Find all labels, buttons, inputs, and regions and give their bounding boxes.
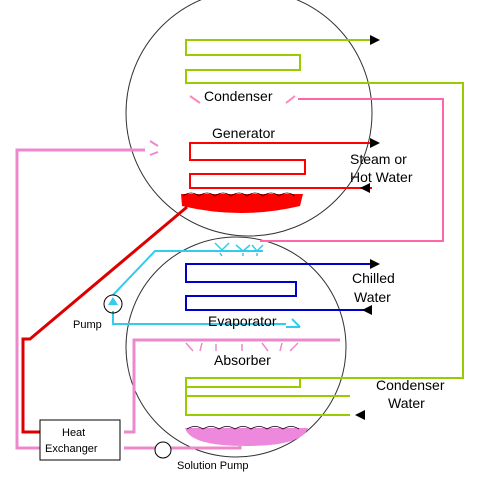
generator-solution-pool [181, 194, 303, 213]
weak-solution-line [15, 148, 145, 450]
refrigerant-return [112, 311, 286, 325]
absorber-coil-inner [186, 378, 301, 388]
upper-shell [125, 0, 373, 237]
evaporator-drip [286, 318, 301, 328]
refrigerant-to-evaporator [260, 98, 444, 242]
hot-water-label: Hot Water [350, 169, 413, 185]
evaporator-spray [214, 242, 264, 257]
condenser-water-in-arrow [355, 410, 365, 420]
condenser-label: Condenser [204, 88, 273, 104]
steam-out-arrow [370, 138, 380, 148]
solution-pump-label: Solution Pump [177, 460, 249, 472]
condenser-water-out-arrow [370, 35, 380, 45]
refrigerant-pump [103, 294, 123, 314]
chilled-water-out-arrow [370, 259, 380, 269]
generator-steam-coil [189, 142, 372, 189]
refrigerant-liquid-loop [112, 250, 263, 296]
solution-pump-line [124, 446, 242, 450]
condenser-water-label-2: Water [388, 395, 425, 411]
steam-label: Steam or [350, 151, 407, 167]
solution-pump [154, 441, 172, 459]
heat-exchanger [39, 419, 121, 461]
generator-surface [182, 192, 296, 197]
chilled-water-label: Water [354, 289, 391, 305]
evaporator-label: Evaporator [208, 313, 277, 329]
pump-label: Pump [73, 319, 102, 331]
absorber-label: Absorber [214, 352, 271, 368]
pump-arrow-up [108, 297, 118, 305]
lower-shell [125, 236, 347, 458]
absorber-surface [186, 426, 300, 430]
absorber-spray [185, 342, 299, 352]
chilled-label: Chilled [352, 270, 395, 286]
absorber-solution-pool [185, 428, 308, 446]
heat-exchanger-label: Heat [62, 427, 85, 439]
generator-spray [149, 140, 159, 156]
absorber-coil [185, 396, 350, 416]
strong-solution-line [21, 205, 188, 434]
heat-exchanger-label-2: Exchanger [45, 443, 98, 455]
chilled-water-in-arrow [362, 305, 372, 315]
chilled-water-coil [185, 263, 372, 311]
condenser-drip [189, 95, 296, 104]
condenser-coil [185, 39, 464, 397]
generator-label: Generator [212, 125, 275, 141]
absorber-spray-line [124, 338, 340, 434]
condenser-water-label: Condenser [376, 377, 445, 393]
steam-in-arrow [360, 183, 370, 193]
